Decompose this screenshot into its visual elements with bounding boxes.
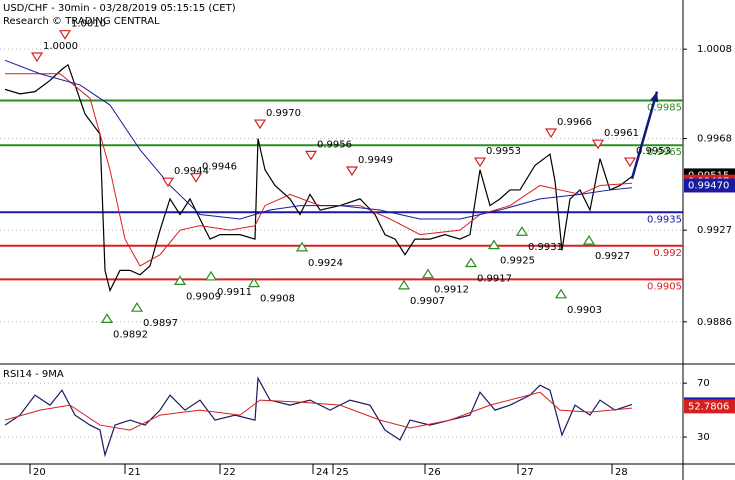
arrow-head xyxy=(650,91,659,103)
high-marker xyxy=(304,150,318,161)
panel-title: RSI14 - 9MA xyxy=(3,369,64,380)
chart-subtitle: Research © TRADING CENTRAL xyxy=(3,16,160,27)
price-tag xyxy=(684,399,735,414)
level-label: 0.9985 xyxy=(647,103,682,114)
price-tag-label: 0.99470 xyxy=(688,180,729,191)
y-tick-label: 70 xyxy=(697,378,710,389)
low-label: 0.9925 xyxy=(500,256,535,267)
series-line xyxy=(4,59,633,220)
low-label: 0.9903 xyxy=(567,305,602,316)
x-tick-label: 24 xyxy=(316,467,329,478)
low-label: 0.9897 xyxy=(143,318,178,329)
level-label: 0.992 xyxy=(653,248,682,259)
x-tick-label: 26 xyxy=(428,467,441,478)
low-marker xyxy=(173,275,187,285)
low-label: 0.9908 xyxy=(260,294,295,305)
price-tag xyxy=(684,178,735,193)
low-marker xyxy=(397,279,411,290)
high-marker xyxy=(544,128,558,139)
high-label: 1.0000 xyxy=(43,41,78,52)
y-tick-label: 0.9968 xyxy=(697,134,732,145)
y-tick-label: 0.9927 xyxy=(697,225,732,236)
low-label: 0.9907 xyxy=(410,296,445,307)
low-marker xyxy=(421,268,435,279)
x-tick-label: 22 xyxy=(223,467,236,478)
low-label: 0.9912 xyxy=(434,285,469,296)
high-marker xyxy=(345,166,359,177)
low-marker xyxy=(204,270,218,281)
low-marker xyxy=(247,277,261,288)
low-label: 0.9931 xyxy=(528,242,563,253)
high-marker xyxy=(473,157,487,168)
low-label: 0.9924 xyxy=(308,258,343,269)
low-label: 0.9911 xyxy=(217,287,252,298)
high-label: 0.9944 xyxy=(174,166,209,177)
price-tag-label: 52.7806 xyxy=(688,401,729,412)
high-label: 0.9946 xyxy=(202,162,237,173)
high-marker xyxy=(623,157,637,168)
low-marker xyxy=(100,313,114,323)
low-marker xyxy=(515,226,529,236)
low-marker xyxy=(130,302,144,312)
chart-title: USD/CHF - 30min - 03/28/2019 05:15:15 (C… xyxy=(3,3,236,14)
level-label: 0.9935 xyxy=(647,214,682,225)
high-marker xyxy=(591,139,605,150)
series-line xyxy=(4,391,633,431)
low-label: 0.9892 xyxy=(113,329,148,340)
series-line xyxy=(5,73,633,267)
high-marker xyxy=(161,177,175,188)
level-label: 0.9905 xyxy=(647,281,682,292)
low-marker xyxy=(582,235,596,245)
high-marker xyxy=(253,119,267,130)
high-label: 0.9970 xyxy=(266,108,301,119)
y-tick-label: 30 xyxy=(697,432,710,443)
x-tick-label: 20 xyxy=(33,467,46,478)
high-label: 0.9953 xyxy=(636,146,671,157)
y-tick-label: 0.9886 xyxy=(697,317,732,328)
x-tick-label: 25 xyxy=(336,467,349,478)
low-label: 0.9927 xyxy=(595,251,630,262)
low-label: 0.9917 xyxy=(477,274,512,285)
series-line xyxy=(4,63,633,293)
y-tick-label: 1.0008 xyxy=(697,44,732,55)
x-tick-label: 28 xyxy=(615,467,628,478)
low-marker xyxy=(295,241,309,252)
high-label: 0.9953 xyxy=(486,146,521,157)
forecast-arrow xyxy=(630,91,659,180)
low-label: 0.9909 xyxy=(186,291,221,302)
high-marker xyxy=(58,30,72,40)
high-label: 0.9961 xyxy=(604,128,639,139)
high-label: 0.9956 xyxy=(317,139,352,150)
high-label: 0.9966 xyxy=(557,117,592,128)
low-marker xyxy=(464,257,478,268)
x-tick-label: 21 xyxy=(128,467,141,478)
high-label: 1.0010 xyxy=(71,19,106,30)
x-tick-label: 27 xyxy=(521,467,534,478)
high-marker xyxy=(189,173,203,183)
high-marker xyxy=(30,52,44,63)
high-label: 0.9949 xyxy=(358,155,393,166)
low-marker xyxy=(487,239,501,250)
low-marker xyxy=(554,288,568,299)
level-label: 0.9965 xyxy=(647,147,682,158)
